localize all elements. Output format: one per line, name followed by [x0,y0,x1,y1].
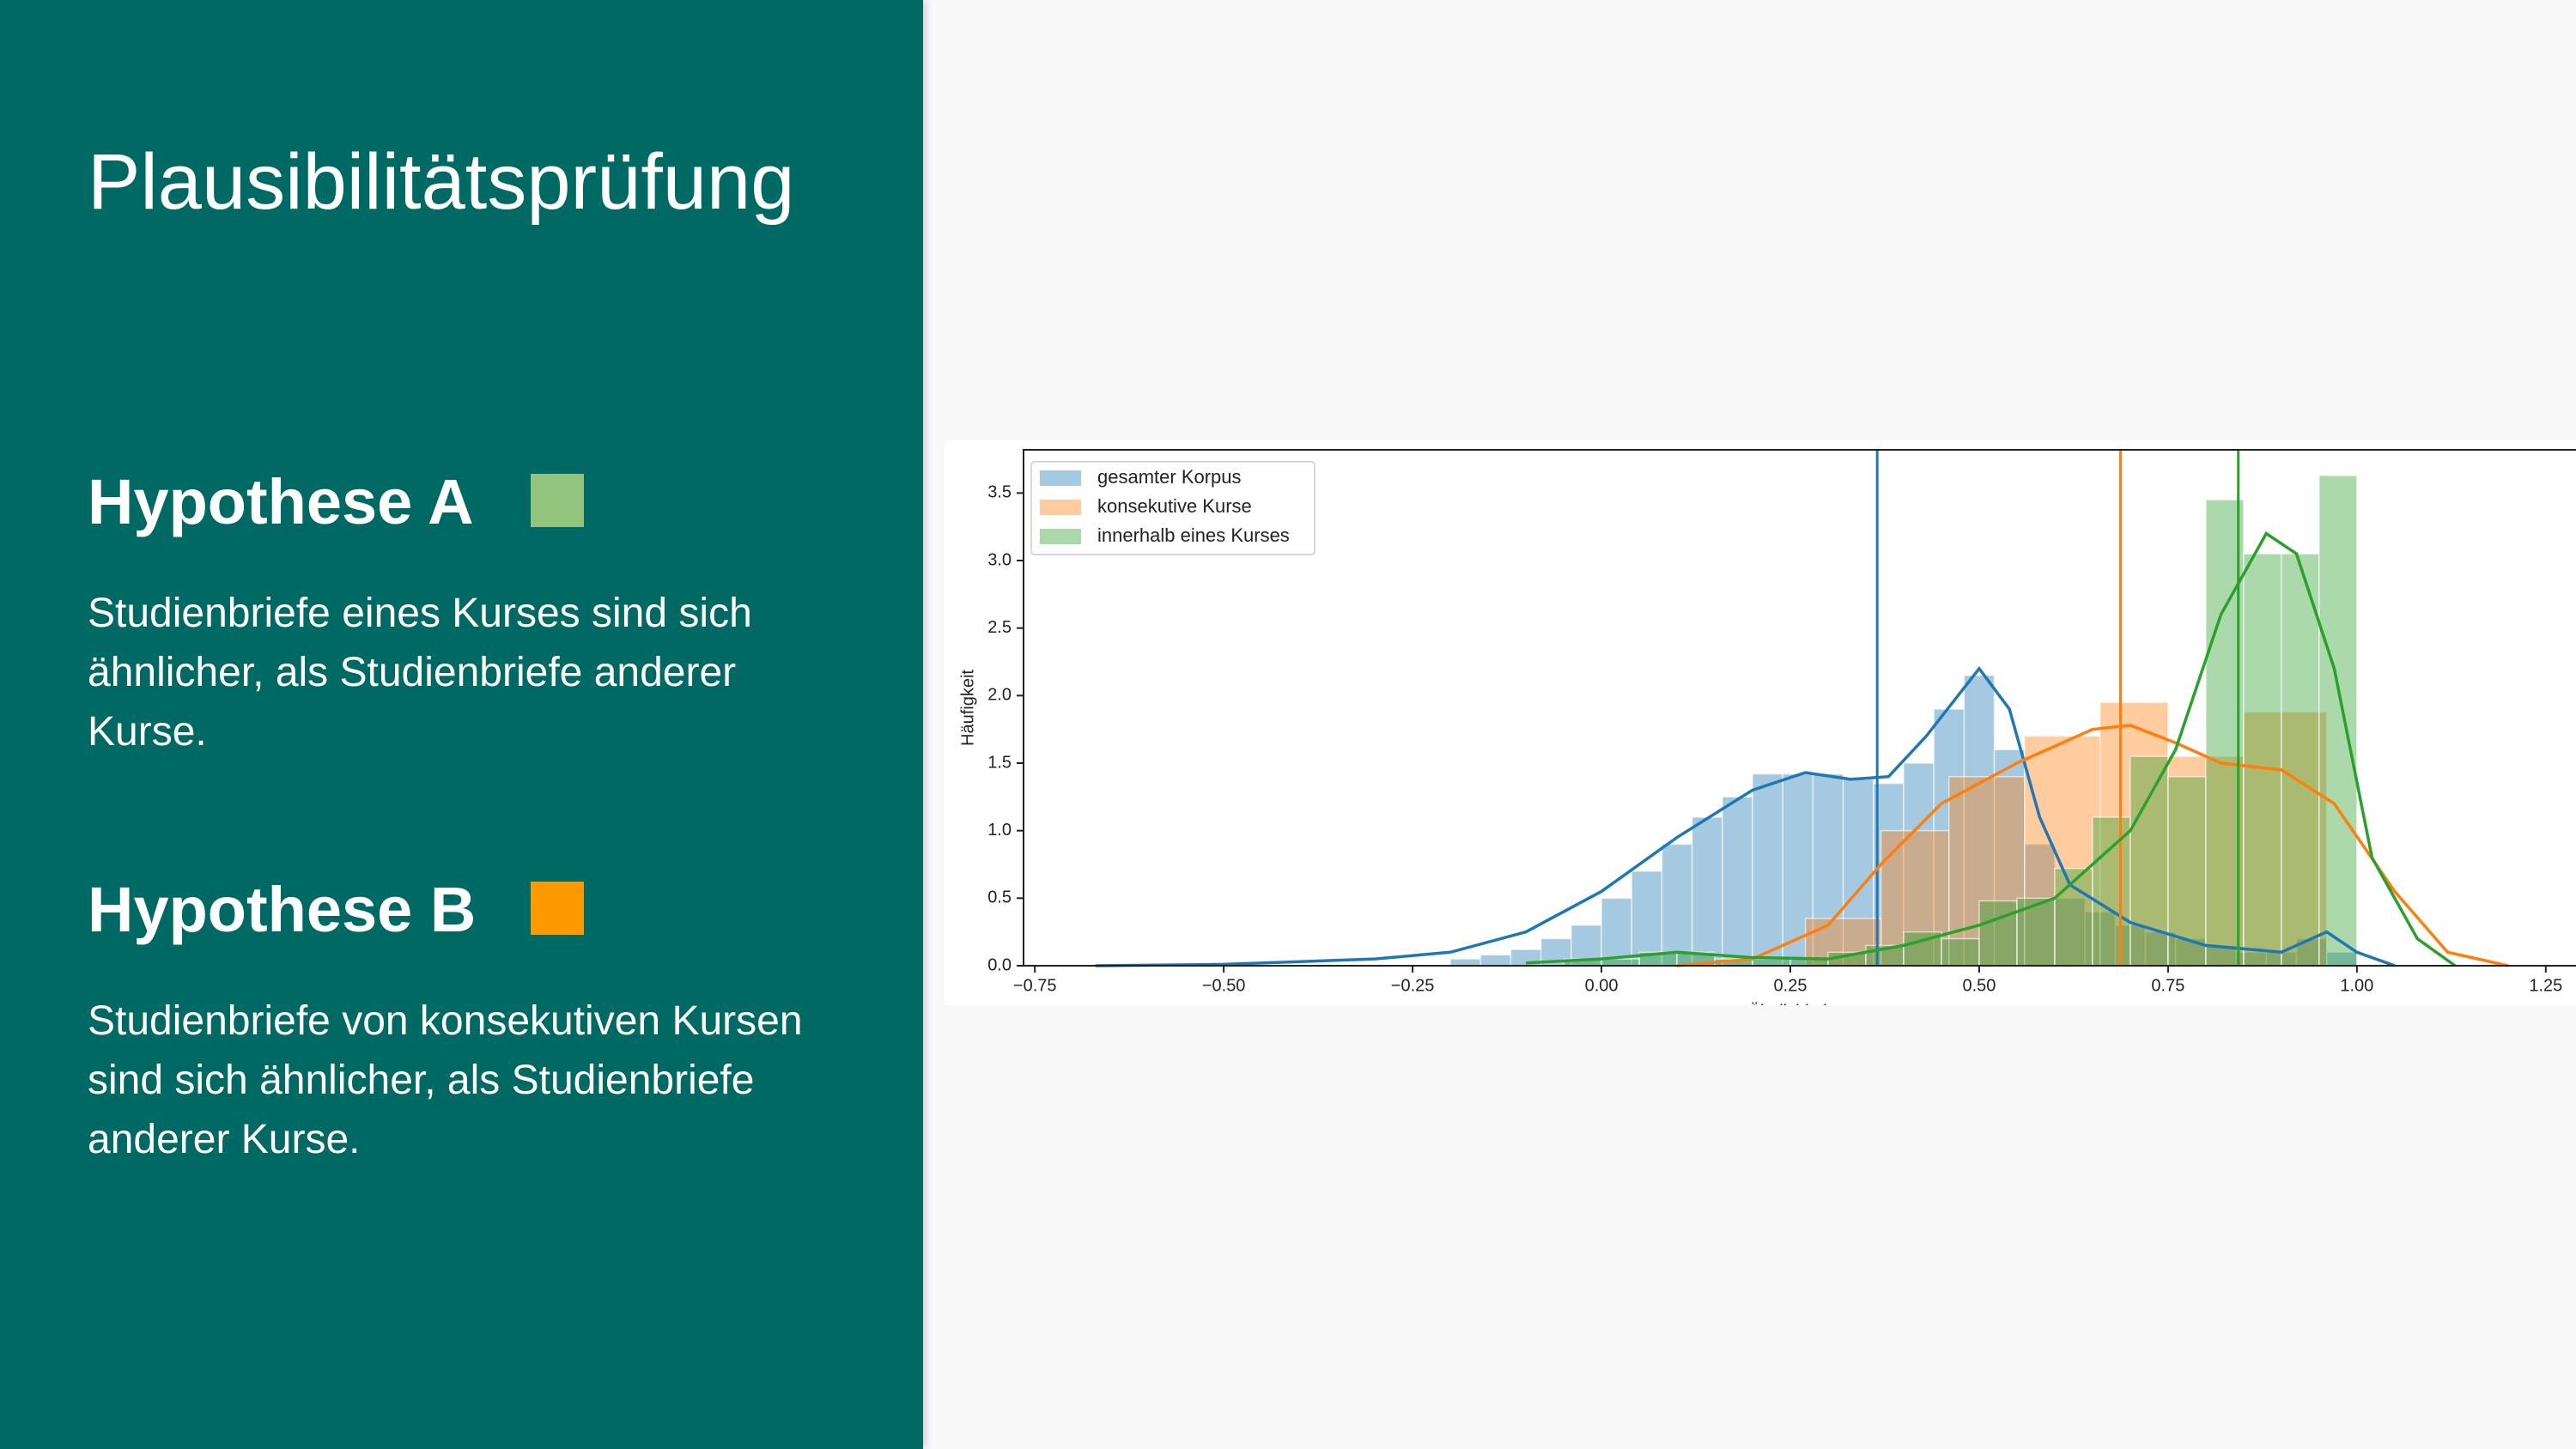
hypothesis-title: Hypothese B [88,874,477,945]
histogram-bar [1661,843,1693,967]
x-tick-label: 0.25 [1774,976,1807,995]
x-tick-label: 1.00 [2340,976,2373,995]
histogram-bar [1941,937,1980,967]
legend-swatch [1040,470,1081,486]
histogram-bar [1449,958,1482,967]
legend-label: konsekutive Kurse [1097,495,1252,517]
histogram-bar [2129,755,2169,967]
x-tick-label: 0.50 [1962,976,1996,995]
legend-box [1030,461,1315,555]
x-tick-label: 0.75 [2151,976,2184,995]
histogram-bar [1752,773,1783,967]
y-tick-label: 2.5 [987,618,1012,637]
histogram-bar [1978,900,2018,967]
hypothesis-text: Studienbriefe eines Kurses sind sich ähnl… [88,584,752,761]
legend-label: gesamter Korpus [1097,466,1242,488]
x-tick-label: 1.25 [2529,976,2562,995]
histogram-bar [1479,954,1512,967]
y-axis-label: Häufigkeit [958,670,977,746]
text-line: Studienbriefe eines Kurses sind sich [88,591,752,636]
histogram-bar [1722,796,1753,967]
color-square [531,882,584,935]
text-line: anderer Kurse. [88,1117,361,1162]
x-tick-label: −0.50 [1202,976,1246,995]
hypothesis: Hypothese A Studienbriefe eines Kurses si… [88,464,752,761]
legend-label: innerhalb eines Kurses [1097,524,1290,546]
hypothesis-title: Hypothese A [88,466,474,537]
side-panel: Plausibilitätsprüfung Hypothese A Studien… [0,0,923,1449]
text-line: sind sich ähnlicher, als Studienbriefe [88,1058,755,1103]
histogram-bar [1601,958,1640,967]
kde-line [1095,665,2396,967]
hypothesis-text: Studienbriefe von konsekutiven Kursen sin… [88,991,803,1169]
histogram-bar [2243,553,2282,967]
histogram-bar [2167,775,2207,967]
y-tick-label: 3.0 [987,550,1012,569]
chart: −0.75 −0.50 −0.25 0.00 0.25 0.50 0.75 1.00 1.25 0… [945,440,2576,1005]
histogram-bar [1842,779,1874,967]
histogram-bar [1812,773,1844,967]
histogram-bar [1993,749,2026,967]
hypothesis: Hypothese B Studienbriefe von konsekutive… [88,871,803,1169]
histogram-bar [2092,816,2131,967]
y-tick-label: 0.0 [987,955,1012,974]
histogram-bar [2318,475,2358,967]
text-line: Studienbriefe von konsekutiven Kursen [88,998,803,1044]
x-tick-label: 0.00 [1585,976,1619,995]
y-tick-label: 2.0 [987,686,1012,705]
text-line: ähnlicher, als Studienbriefe anderer [88,650,737,695]
legend-swatch [1040,529,1081,544]
color-square [531,474,584,527]
histogram-bar [1691,816,1723,967]
x-tick-label: −0.75 [1013,976,1057,995]
histogram-bar [1948,775,2026,967]
histogram-bar [2054,897,2086,967]
legend-swatch [1040,500,1081,515]
y-tick-label: 1.0 [987,821,1012,840]
histogram-bar [1752,958,1791,967]
y-tick-label: 0.5 [987,888,1012,907]
slide-title: Plausibilitätsprüfung [88,138,795,226]
y-tick-label: 3.5 [987,483,1012,502]
kde-line [1525,531,2457,967]
histogram-bar [2281,553,2320,967]
text-line: Kurse. [88,709,207,755]
x-tick-label: −0.25 [1391,976,1435,995]
x-axis-label: Ähnlichkeit [1749,1002,1832,1005]
plot-frame [1023,449,2576,967]
legend: gesamter Korpus konsekutive Kurse innerhal… [1030,461,1315,555]
histogram-bar [1631,870,1663,967]
histogram-bar [1601,897,1632,967]
y-tick-label: 1.5 [987,753,1012,772]
